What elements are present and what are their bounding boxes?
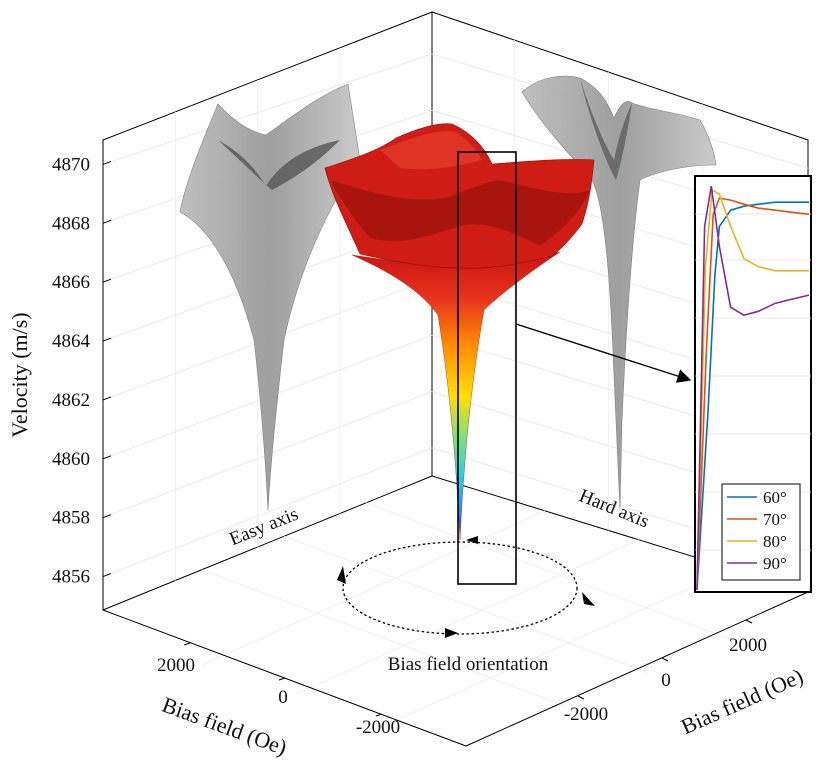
z-tick-label: 4858 <box>52 508 90 529</box>
x-tick-mark <box>375 713 383 717</box>
x-axis-label: Bias field (Oe) <box>159 692 290 760</box>
z-tick-label: 4868 <box>52 213 90 234</box>
easy-axis-projection-surface <box>179 83 361 511</box>
z-tick-mark <box>102 160 112 165</box>
y-tick-mark <box>577 695 585 700</box>
x-tick-label: 0 <box>278 687 288 708</box>
z-tick-mark <box>102 455 112 460</box>
grid-line-left <box>102 447 433 577</box>
y-tick-label: 0 <box>661 670 671 691</box>
legend-label: 80° <box>763 532 787 551</box>
legend-label: 90° <box>763 554 787 573</box>
hard-axis-projection-surface <box>521 75 717 511</box>
grid-line-floor <box>283 535 648 673</box>
grid-line-left <box>102 53 433 165</box>
velocity-surface <box>324 123 595 541</box>
surface-top-highlight <box>380 131 482 170</box>
orientation-label: Bias field orientation <box>388 654 549 675</box>
callout-arrow <box>515 323 692 383</box>
orientation-arrow-top <box>466 536 478 544</box>
y-tick-label: -2000 <box>564 704 608 725</box>
y-axis-label: Bias field (Oe) <box>677 663 807 739</box>
inset-legend: 60° 70° 80° 90° <box>721 483 801 581</box>
floor-front-right-edge <box>465 591 809 747</box>
y-tick-mark <box>661 657 669 662</box>
grid-line-floor <box>366 502 730 640</box>
inset-series-line <box>696 188 809 591</box>
selection-rectangle <box>457 151 517 585</box>
easy-axis-projection <box>179 83 361 511</box>
y-tick-label: 2000 <box>729 635 767 656</box>
legend-label: 60° <box>763 488 787 507</box>
y-tick-mark <box>745 619 753 624</box>
orientation-indicator: Bias field orientation <box>337 536 595 675</box>
x-axis-ticks: 2000 0 -2000 <box>157 642 400 738</box>
x-tick-label: -2000 <box>356 717 400 738</box>
x-tick-label: 2000 <box>157 655 195 676</box>
z-tick-mark <box>102 396 112 401</box>
inset-series-line <box>696 185 810 591</box>
orientation-arrow-left <box>337 566 346 584</box>
grid-line-floor <box>201 569 565 707</box>
surface-top-shadow <box>330 180 590 246</box>
inset-legend-items: 60° 70° 80° 90° <box>727 488 787 573</box>
z-tick-label: 4864 <box>52 331 91 352</box>
orientation-ellipse <box>342 541 578 635</box>
z-axis-ticks: 4856 4858 4860 4862 4864 4866 4868 4870 <box>52 140 112 610</box>
hard-axis-projection <box>521 75 717 511</box>
z-tick-label: 4856 <box>52 567 90 588</box>
z-tick-mark <box>102 573 112 578</box>
z-tick-label: 4860 <box>52 449 90 470</box>
orientation-arrow-right <box>582 592 595 606</box>
orientation-arrow-bottom <box>445 628 458 638</box>
grid-line-floor <box>202 510 545 666</box>
x-tick-mark <box>183 642 191 646</box>
z-axis-label: Velocity (m/s) <box>7 312 32 437</box>
inset-series-line <box>696 197 810 591</box>
z-tick-label: 4870 <box>52 154 90 175</box>
inset-series-lines <box>696 185 810 591</box>
z-tick-label: 4862 <box>52 390 90 411</box>
z-tick-mark <box>102 219 112 224</box>
inset-chart: 60° 70° 80° 90° <box>694 175 812 593</box>
legend-label: 70° <box>763 510 787 529</box>
z-tick-mark <box>102 514 112 519</box>
grid-line-floor <box>390 568 733 724</box>
x-tick-mark <box>278 677 286 681</box>
inset-series-line <box>696 201 809 591</box>
z-tick-mark <box>102 337 112 342</box>
z-tick-label: 4866 <box>52 272 90 293</box>
inset-legend-box <box>721 483 801 581</box>
grid-line-floor <box>296 539 639 695</box>
y-axis-ticks: -2000 0 2000 <box>564 619 767 725</box>
hard-axis-projection-fold <box>580 78 632 180</box>
easy-axis-projection-fold <box>218 140 340 190</box>
z-tick-mark <box>102 278 112 283</box>
